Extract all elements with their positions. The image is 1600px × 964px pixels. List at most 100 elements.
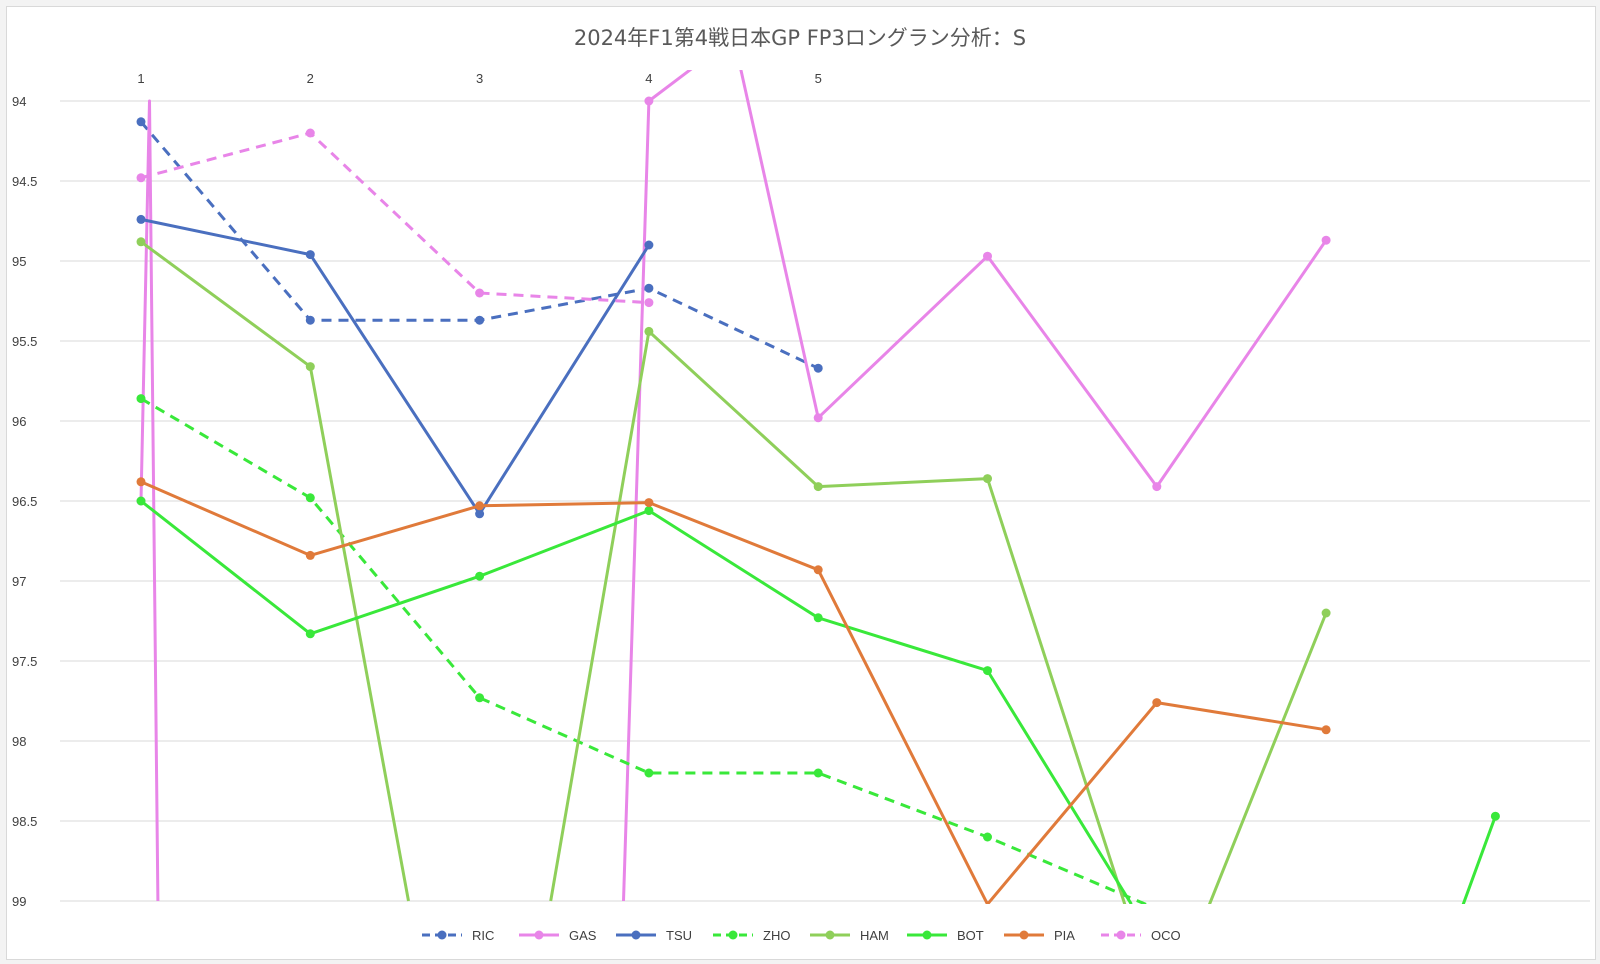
y-tick-label: 94: [12, 94, 26, 109]
chart-frame: [6, 6, 1596, 960]
point-ric: [813, 363, 823, 373]
y-tick-label: 97: [12, 574, 26, 589]
legend-marker-ric: [437, 930, 447, 940]
legend-label-bot: BOT: [957, 928, 984, 943]
point-gas: [1152, 482, 1162, 492]
point-bot: [813, 613, 823, 623]
y-tick-label: 97.5: [12, 654, 37, 669]
point-tsu: [644, 240, 654, 250]
point-oco: [475, 288, 485, 298]
legend-label-ham: HAM: [860, 928, 889, 943]
legend-label-oco: OCO: [1151, 928, 1181, 943]
legend-marker-zho: [728, 930, 738, 940]
legend-label-zho: ZHO: [763, 928, 790, 943]
legend-label-pia: PIA: [1054, 928, 1075, 943]
legend-label-gas: GAS: [569, 928, 597, 943]
point-bot: [305, 629, 315, 639]
point-ham: [983, 474, 992, 484]
x-axis-tick-labels: 1 2 3 4 5: [137, 71, 821, 86]
series-line-oco: [140, 131, 649, 305]
point-pia: [1321, 725, 1331, 735]
legend-item-gas: GAS: [519, 928, 597, 943]
point-zho: [983, 832, 992, 842]
point-zho: [305, 493, 315, 503]
y-tick-label: 98: [12, 734, 26, 749]
legend-marker-pia: [1019, 930, 1029, 940]
point-ric: [136, 117, 146, 127]
chart-title: 2024年F1第4戦日本GP FP3ロングラン分析：S: [574, 26, 1026, 50]
point-zho: [475, 693, 485, 703]
point-zho: [644, 768, 654, 778]
x-tick-label: 1: [137, 71, 144, 86]
point-ham: [1321, 608, 1331, 618]
series-line-tsu: [140, 217, 651, 516]
legend-item-ric: RIC: [422, 928, 494, 943]
y-tick-label: 94.5: [12, 174, 37, 189]
x-tick-label: 2: [307, 71, 314, 86]
legend-item-tsu: TSU: [616, 928, 692, 943]
legend-item-zho: ZHO: [713, 928, 790, 943]
series-line-pia: [140, 480, 1327, 904]
legend-marker-tsu: [631, 930, 641, 940]
point-ham: [644, 326, 654, 336]
point-tsu: [305, 250, 315, 260]
point-ham: [813, 482, 823, 492]
point-bot: [136, 496, 146, 506]
series-line-bot: [140, 499, 1497, 904]
point-ric: [475, 315, 485, 325]
point-ric: [644, 283, 654, 293]
series-line-ric: [139, 120, 819, 370]
point-gas: [1321, 235, 1331, 245]
point-oco: [305, 128, 315, 138]
y-tick-label: 95.5: [12, 334, 37, 349]
point-pia: [644, 498, 654, 508]
point-bot: [644, 506, 654, 516]
series-line-zho: [140, 397, 1149, 904]
legend-label-ric: RIC: [472, 928, 494, 943]
point-pia: [1152, 698, 1162, 708]
point-ham: [305, 362, 315, 372]
point-tsu: [475, 509, 485, 519]
x-tick-label: 4: [645, 71, 652, 86]
point-pia: [813, 565, 823, 575]
point-bot: [983, 666, 992, 676]
point-bot: [1490, 811, 1500, 821]
point-zho: [813, 768, 823, 778]
point-gas: [813, 413, 823, 423]
point-pia: [305, 550, 315, 560]
point-pia: [136, 477, 146, 487]
point-ham: [136, 237, 146, 247]
series-line-ham: [140, 240, 1328, 904]
legend-marker-ham: [825, 930, 835, 940]
legend-marker-gas: [534, 930, 544, 940]
legend-marker-bot: [922, 930, 932, 940]
legend: RIC GAS TSU ZHO HAM BOT PIA OCO: [422, 928, 1181, 943]
legend-label-tsu: TSU: [666, 928, 692, 943]
series-line-gas: [139, 70, 1328, 902]
point-pia: [475, 501, 485, 511]
legend-marker-oco: [1116, 930, 1126, 940]
legend-item-bot: BOT: [907, 928, 984, 943]
point-gas: [983, 251, 992, 261]
point-bot: [475, 571, 485, 581]
point-tsu: [136, 214, 146, 224]
point-gas: [644, 96, 654, 106]
y-tick-label: 95: [12, 254, 26, 269]
y-tick-label: 96: [12, 414, 26, 429]
x-tick-label: 3: [476, 71, 483, 86]
point-zho: [136, 394, 146, 404]
point-ric: [305, 315, 315, 325]
series-lines: [136, 70, 1500, 904]
legend-item-pia: PIA: [1004, 928, 1075, 943]
point-oco: [136, 173, 146, 183]
legend-item-oco: OCO: [1101, 928, 1181, 943]
y-tick-label: 98.5: [12, 814, 37, 829]
y-axis-tick-labels: 94 94.5 95 95.5 96 96.5 97 97.5 98 98.5 99: [12, 94, 37, 909]
x-tick-label: 5: [815, 71, 822, 86]
y-tick-label: 96.5: [12, 494, 37, 509]
gridlines: [60, 100, 1590, 902]
point-oco: [644, 298, 654, 308]
legend-item-ham: HAM: [810, 928, 889, 943]
y-tick-label: 99: [12, 894, 26, 909]
